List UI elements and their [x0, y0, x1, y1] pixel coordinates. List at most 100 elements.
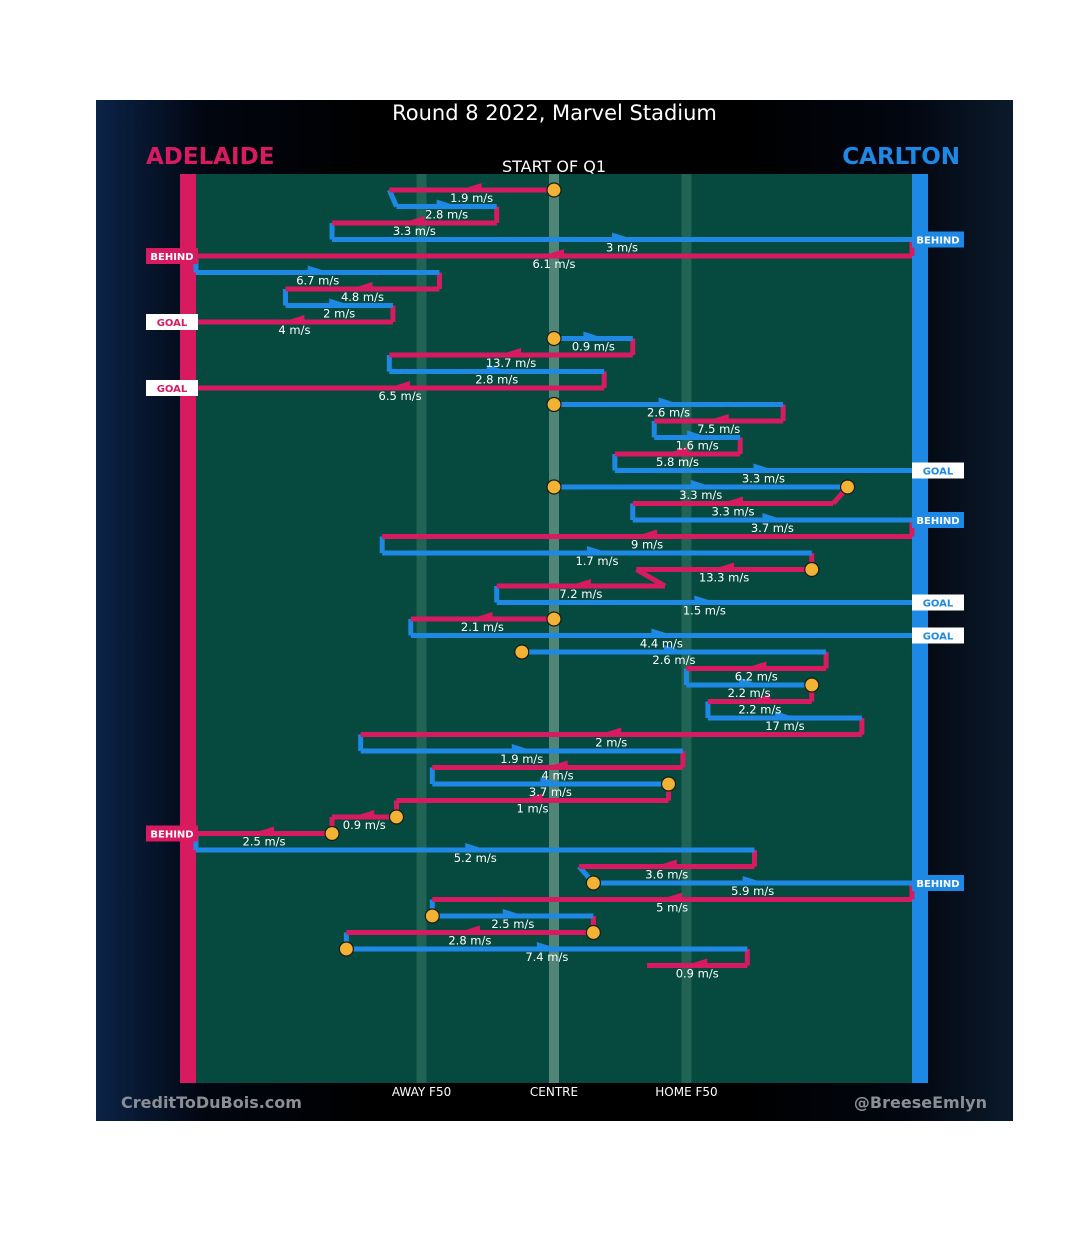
bounce-marker-circle — [546, 330, 562, 347]
carlton-behind-badge: BEHIND — [912, 875, 964, 891]
centre-label: CENTRE — [529, 1085, 579, 1099]
bounce-marker — [546, 330, 562, 347]
badge-box — [912, 875, 964, 891]
speed-label: 2.1 m/s — [461, 620, 504, 634]
direction-arrow — [706, 414, 729, 421]
direction-arrow — [436, 199, 459, 207]
speed-label: 7.4 m/s — [525, 950, 568, 964]
chain-connector — [387, 189, 399, 208]
direction-arrow — [486, 364, 509, 372]
speed-label: 1.6 m/s — [676, 439, 719, 453]
bounce-marker-circle — [585, 924, 601, 941]
badge-label: BEHIND — [916, 879, 959, 890]
speed-label: 2.6 m/s — [652, 653, 695, 667]
bounce-marker — [546, 396, 562, 413]
bounce-marker — [585, 924, 601, 941]
bounce-marker-circle — [546, 611, 562, 627]
bounce-marker — [388, 809, 405, 825]
bounce-marker — [546, 479, 562, 495]
bounce-marker — [514, 644, 530, 660]
speed-label: 1.9 m/s — [500, 752, 543, 766]
speed-label: 3.7 m/s — [529, 785, 572, 799]
bounce-marker-circle — [585, 875, 601, 891]
direction-arrow — [658, 397, 681, 405]
bounce-marker-circle — [804, 561, 820, 578]
badge-box — [146, 314, 198, 330]
bounce-marker-circle — [546, 182, 562, 198]
adelaide-behind-badge: BEHIND — [146, 248, 198, 264]
direction-arrow — [282, 315, 305, 322]
direction-arrow — [599, 727, 622, 735]
direction-arrow — [712, 562, 735, 570]
away-f50-label: AWAY F50 — [391, 1085, 452, 1099]
speed-labels: 1.9 m/s 2.8 m/s 3.3 m/s 3 m/s 6.1 m/s 6.7 m/s… — [243, 191, 805, 981]
bounce-marker — [324, 825, 340, 842]
direction-arrow — [742, 876, 765, 883]
adelaide-behind-badge: BEHIND — [146, 825, 198, 842]
badge-box — [912, 594, 964, 611]
speed-label: 5 m/s — [656, 901, 688, 915]
direction-arrow — [663, 645, 686, 652]
speed-label: 3.3 m/s — [393, 224, 436, 238]
badge-box — [912, 512, 964, 528]
away-f50-line — [416, 174, 427, 1083]
direction-arrow — [402, 216, 425, 223]
speed-label: 2.5 m/s — [491, 917, 534, 931]
speed-label: 3 m/s — [606, 241, 638, 255]
direction-arrow — [350, 282, 373, 289]
bounce-marker — [546, 182, 562, 198]
speed-label: 13.3 m/s — [699, 571, 749, 585]
speed-label: 2.2 m/s — [738, 703, 781, 717]
direction-arrow — [540, 777, 563, 784]
chain-markers: BEHIND BEHIND GOAL GOAL GOAL BEHIND GOAL GOAL BE… — [146, 182, 964, 957]
bounce-marker-circle — [804, 677, 820, 693]
bounce-marker-circle — [324, 825, 340, 842]
direction-arrow — [739, 678, 762, 685]
adelaide-goal-bar — [180, 174, 196, 1083]
bounce-marker-circle — [660, 776, 677, 792]
speed-label: 3.6 m/s — [645, 868, 688, 882]
direction-arrow — [329, 298, 352, 306]
direction-arrow — [690, 480, 713, 487]
speed-label: 6.1 m/s — [532, 257, 575, 271]
adelaide-goal-badge: GOAL — [146, 314, 198, 330]
speed-label: 2.2 m/s — [728, 686, 771, 700]
direction-arrow — [388, 381, 411, 388]
direction-arrow — [502, 909, 525, 916]
bounce-marker — [546, 611, 562, 627]
badge-label: BEHIND — [150, 252, 193, 263]
chart-title: Round 8 2022, Marvel Stadium — [392, 101, 717, 125]
home-f50-label: HOME F50 — [655, 1085, 718, 1099]
speed-label: 3.7 m/s — [751, 521, 794, 535]
speed-label: 6.7 m/s — [296, 274, 339, 288]
bounce-marker — [660, 776, 677, 792]
speed-label: 5.9 m/s — [731, 884, 774, 898]
speed-label: 1.7 m/s — [575, 554, 618, 568]
bounce-marker-circle — [839, 479, 856, 495]
direction-arrow — [665, 447, 688, 454]
speed-label: 3.3 m/s — [742, 472, 785, 486]
bounce-marker — [338, 941, 354, 957]
speed-label: 1.9 m/s — [450, 191, 493, 205]
badge-label: BEHIND — [150, 830, 193, 841]
adelaide-goal-badge: GOAL — [146, 380, 198, 396]
speed-label: 2.8 m/s — [475, 373, 518, 387]
badge-label: GOAL — [157, 318, 188, 329]
direction-arrow — [465, 843, 488, 850]
period-label: START OF Q1 — [501, 157, 607, 176]
speed-label: 7.2 m/s — [559, 587, 602, 601]
author-handle: @BreeseEmlyn — [853, 1093, 987, 1112]
direction-arrow — [753, 463, 776, 471]
direction-arrow — [721, 496, 743, 504]
speed-label: 2.8 m/s — [448, 934, 491, 948]
bounce-marker-circle — [424, 908, 440, 924]
direction-arrow — [694, 595, 717, 603]
bounce-marker — [804, 561, 820, 578]
direction-arrow — [744, 661, 767, 669]
right-team-name: CARLTON — [842, 144, 960, 170]
badge-box — [146, 248, 198, 264]
speed-label: 7.5 m/s — [697, 422, 740, 436]
direction-arrow — [660, 892, 683, 900]
direction-arrow — [654, 859, 677, 867]
